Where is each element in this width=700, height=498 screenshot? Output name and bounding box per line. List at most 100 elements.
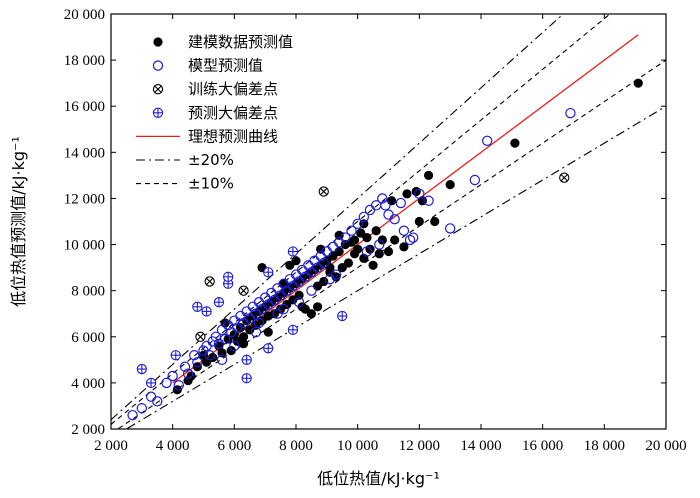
pred-point bbox=[346, 225, 357, 236]
y-tick-label: 10 000 bbox=[64, 238, 105, 254]
legend-label: 预测大偏差点 bbox=[188, 104, 278, 122]
band10-line bbox=[111, 14, 611, 425]
axis-ticks bbox=[110, 13, 667, 430]
train-point bbox=[383, 246, 394, 257]
legend-swatch bbox=[152, 107, 164, 118]
pred_outlier-point bbox=[145, 377, 157, 389]
train-point bbox=[291, 256, 301, 266]
train_outlier-point-cross bbox=[206, 277, 214, 286]
pred-point bbox=[306, 285, 317, 296]
train-point bbox=[362, 233, 372, 243]
train-point bbox=[238, 332, 249, 342]
pred-point bbox=[318, 257, 329, 269]
y-tick-label: 18 000 bbox=[64, 53, 105, 69]
band10-line bbox=[116, 59, 666, 429]
pred-point bbox=[358, 211, 370, 223]
pred-point bbox=[145, 391, 157, 402]
pred-point bbox=[374, 239, 385, 250]
train_outlier-point bbox=[318, 186, 329, 197]
x-tick-label: 2 000 bbox=[94, 438, 128, 454]
train-point bbox=[312, 281, 323, 291]
pred-point bbox=[192, 356, 203, 368]
pred-point bbox=[404, 234, 416, 246]
pred-point bbox=[389, 213, 400, 225]
train-point bbox=[238, 339, 249, 349]
y-tick-label: 16 000 bbox=[64, 99, 105, 115]
train-point bbox=[374, 249, 384, 259]
axis-tick-labels: 2 000 4 000 6 000 8 000 10 000 12 000 14 000 16… bbox=[64, 7, 687, 454]
pred_outlier-point bbox=[263, 267, 274, 278]
pred-point bbox=[423, 195, 434, 206]
pred-point bbox=[253, 317, 265, 329]
pred_outlier-point bbox=[192, 301, 203, 312]
train-point bbox=[411, 186, 421, 197]
pred-point bbox=[395, 197, 407, 209]
pred-point bbox=[340, 232, 351, 243]
band20-line bbox=[125, 105, 666, 429]
pred-point bbox=[293, 296, 305, 308]
pred-point bbox=[278, 303, 289, 315]
train_outlier-point-cross bbox=[320, 187, 328, 196]
pred-point bbox=[204, 350, 215, 361]
train-point bbox=[414, 216, 424, 227]
pred-point bbox=[383, 209, 394, 220]
legend-item-ideal: 理想预测曲线 bbox=[136, 127, 278, 145]
pred-point bbox=[219, 333, 231, 345]
x-tick-label: 14 000 bbox=[460, 438, 501, 454]
train-point bbox=[331, 272, 341, 282]
legend-swatch bbox=[153, 37, 163, 47]
pred-point bbox=[127, 409, 138, 421]
train-point bbox=[445, 180, 455, 190]
pred-point bbox=[444, 223, 456, 234]
train-point bbox=[208, 352, 218, 363]
legend-label: 训练大偏差点 bbox=[188, 80, 278, 98]
train_outlier-point bbox=[204, 276, 215, 287]
y-tick-label: 6 000 bbox=[71, 330, 105, 346]
pred-point bbox=[377, 193, 388, 204]
pred-point bbox=[167, 370, 178, 382]
data-points bbox=[127, 78, 643, 421]
legend-item-band10: ±10% bbox=[136, 175, 234, 193]
pred_outlier-point bbox=[213, 297, 225, 308]
train-point bbox=[386, 196, 397, 206]
pred_outlier-point bbox=[136, 363, 147, 375]
plot-frame bbox=[110, 13, 667, 430]
pred-point bbox=[481, 135, 493, 147]
legend-label: ±20% bbox=[188, 151, 234, 169]
pred-point bbox=[152, 396, 163, 407]
train-point bbox=[402, 189, 412, 199]
pred-point bbox=[469, 174, 481, 186]
legend-item-train_outlier: 训练大偏差点 bbox=[152, 80, 278, 98]
x-tick-label: 6 000 bbox=[217, 438, 251, 454]
train-point bbox=[390, 235, 400, 245]
legend-item-train: 建模数据预测值 bbox=[153, 33, 293, 51]
train-point bbox=[226, 346, 236, 356]
pred-point bbox=[352, 218, 363, 230]
pred_outlier-point bbox=[263, 343, 274, 354]
x-tick-label: 16 000 bbox=[522, 438, 563, 454]
pred-point bbox=[179, 361, 191, 372]
pred-point bbox=[407, 232, 419, 243]
train-point bbox=[263, 327, 273, 337]
pred-point bbox=[189, 350, 200, 361]
y-tick-label: 12 000 bbox=[64, 191, 105, 207]
pred_outlier-point bbox=[223, 271, 234, 282]
legend-swatch-cross bbox=[154, 85, 162, 93]
train-point bbox=[312, 302, 323, 312]
x-tick-label: 18 000 bbox=[584, 438, 625, 454]
train_outlier-point-cross bbox=[560, 174, 568, 182]
legend-item-pred_outlier: 预测大偏差点 bbox=[152, 104, 278, 122]
train-point bbox=[377, 235, 387, 245]
train-point bbox=[186, 371, 196, 381]
y-tick-label: 4 000 bbox=[71, 376, 105, 392]
pred-point bbox=[565, 107, 576, 119]
pred-point bbox=[361, 246, 373, 257]
train-point bbox=[235, 322, 246, 333]
train-point bbox=[510, 138, 520, 148]
train-point bbox=[365, 244, 375, 254]
pred_outlier-point bbox=[287, 246, 299, 257]
legend-label: 理想预测曲线 bbox=[188, 127, 278, 145]
y-tick-label: 2 000 bbox=[71, 422, 105, 438]
pred-point bbox=[380, 200, 391, 211]
